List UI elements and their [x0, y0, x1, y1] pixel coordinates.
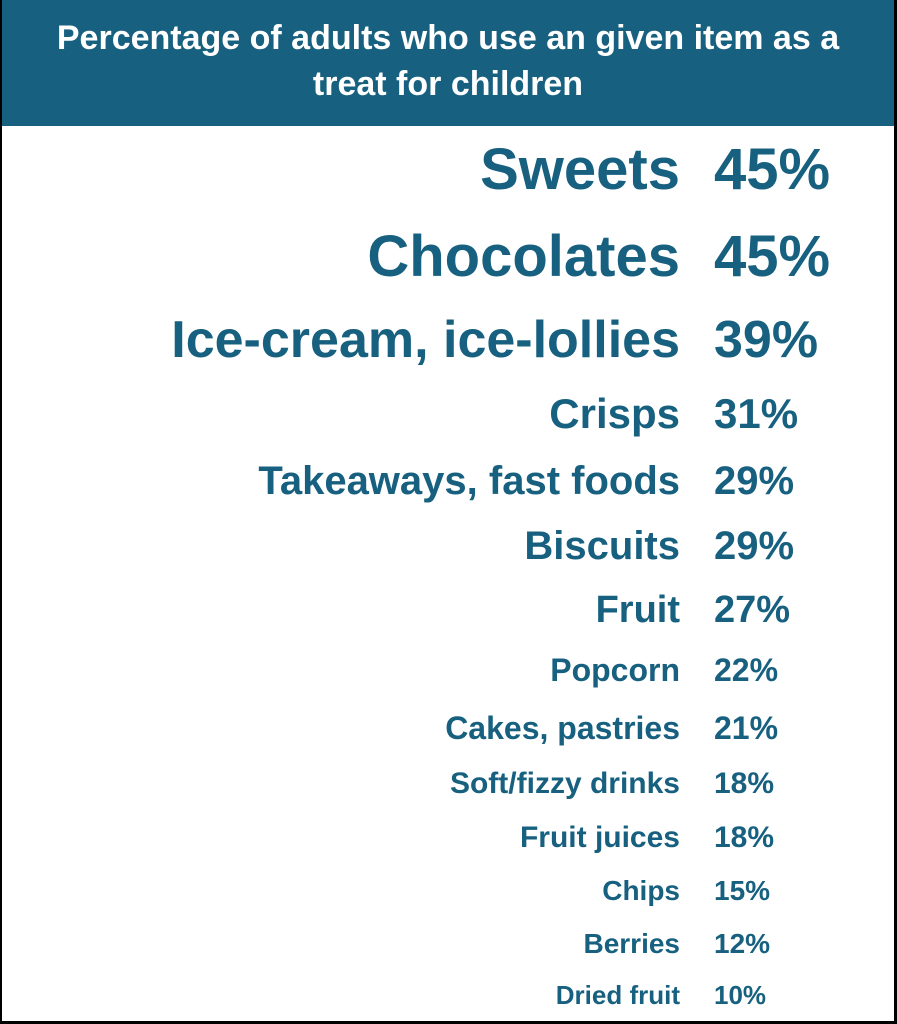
item-label: Takeaways, fast foods [258, 459, 680, 504]
list-item: Berries 12% [12, 928, 844, 960]
item-label: Dried fruit [556, 980, 680, 1011]
item-value: 22% [714, 652, 844, 689]
item-value: 18% [714, 767, 844, 801]
item-list: Sweets 45% Chocolates 45% Ice-cream, ice… [2, 126, 894, 1021]
item-label: Popcorn [550, 652, 680, 689]
header-title: Percentage of adults who use an given it… [57, 19, 839, 103]
list-item: Takeaways, fast foods 29% [12, 459, 844, 504]
item-value: 39% [714, 310, 844, 370]
item-label: Crisps [549, 390, 680, 438]
item-value: 10% [714, 980, 844, 1011]
item-label: Fruit [596, 589, 680, 632]
item-value: 45% [714, 223, 844, 290]
item-value: 29% [714, 524, 844, 569]
list-item: Fruit juices 18% [12, 821, 844, 855]
item-value: 21% [714, 710, 844, 747]
item-label: Berries [583, 928, 680, 960]
item-label: Ice-cream, ice-lollies [171, 310, 680, 370]
item-label: Fruit juices [520, 821, 680, 855]
item-value: 45% [714, 136, 844, 203]
item-value: 27% [714, 589, 844, 632]
item-label: Cakes, pastries [445, 710, 680, 747]
list-item: Fruit 27% [12, 589, 844, 632]
item-label: Chips [602, 875, 680, 907]
item-label: Soft/fizzy drinks [450, 767, 680, 801]
header: Percentage of adults who use an given it… [2, 0, 894, 126]
item-value: 12% [714, 928, 844, 960]
item-label: Chocolates [367, 223, 680, 290]
item-label: Biscuits [524, 524, 680, 569]
list-item: Dried fruit 10% [12, 980, 844, 1011]
list-item: Chips 15% [12, 875, 844, 907]
list-item: Crisps 31% [12, 390, 844, 438]
item-value: 15% [714, 875, 844, 907]
list-item: Ice-cream, ice-lollies 39% [12, 310, 844, 370]
item-label: Sweets [480, 136, 680, 203]
list-item: Sweets 45% [12, 136, 844, 203]
item-value: 29% [714, 459, 844, 504]
list-item: Biscuits 29% [12, 524, 844, 569]
list-item: Popcorn 22% [12, 652, 844, 689]
list-item: Chocolates 45% [12, 223, 844, 290]
item-value: 18% [714, 821, 844, 855]
list-item: Cakes, pastries 21% [12, 710, 844, 747]
item-value: 31% [714, 390, 844, 438]
list-item: Soft/fizzy drinks 18% [12, 767, 844, 801]
